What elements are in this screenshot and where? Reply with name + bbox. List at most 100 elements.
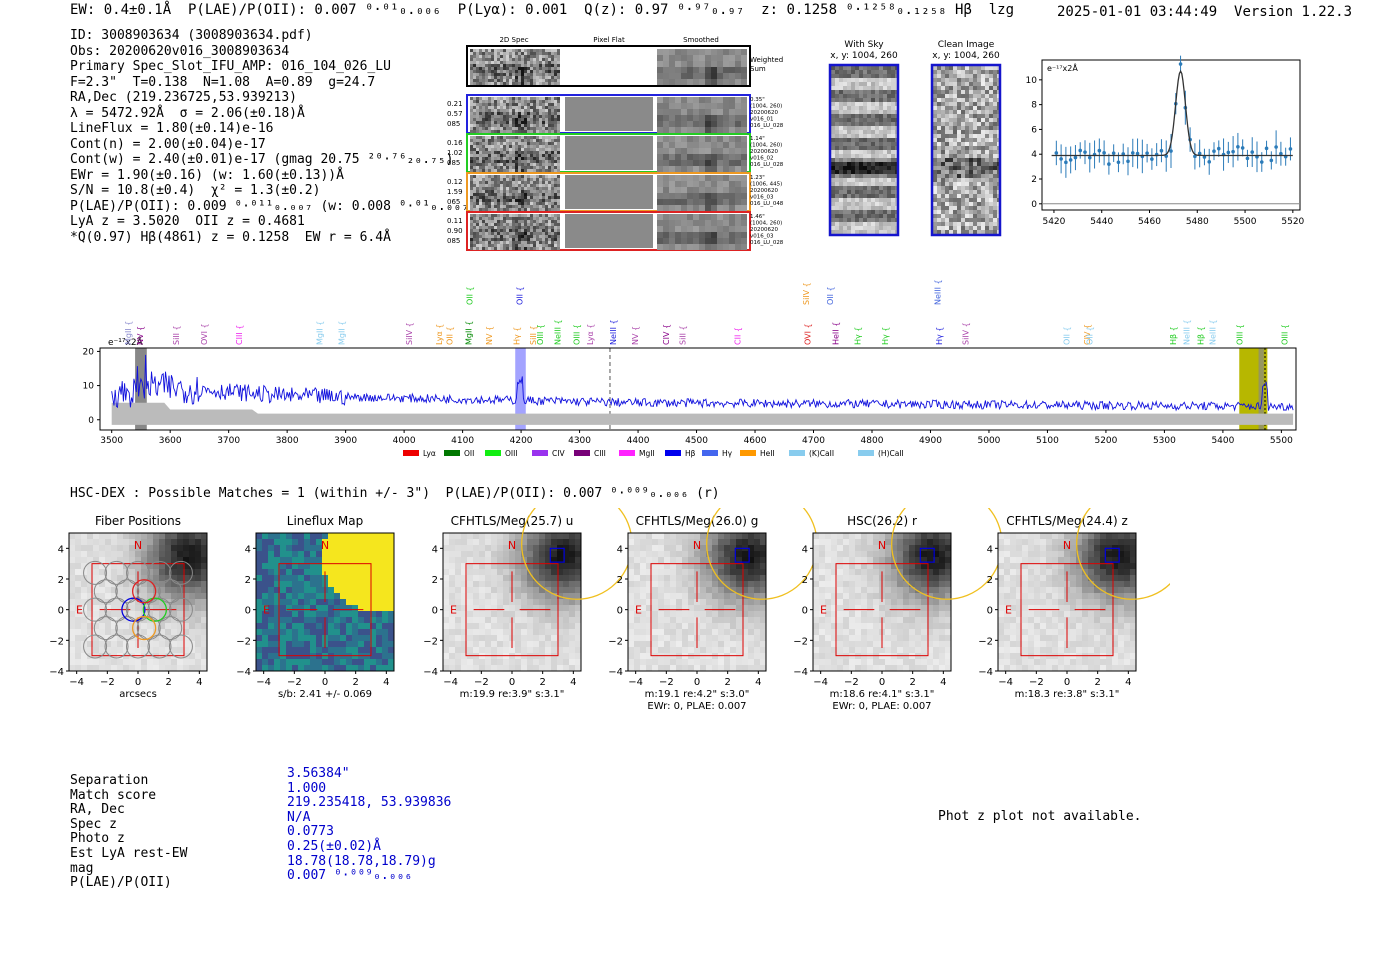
east-marker: E <box>820 604 827 617</box>
legend-label: (K)CaII <box>809 449 834 458</box>
emission-line-label: NeIII { <box>609 319 618 345</box>
zoom-data-point <box>1226 150 1231 155</box>
full-x-tick-label: 5300 <box>1153 436 1176 446</box>
info-line: EWr = 1.90(±0.16) (w: 1.60(±0.13))Å <box>70 167 344 183</box>
catalog-match-box <box>549 547 565 563</box>
fiber-circle <box>83 597 108 622</box>
emission-line-label: CIV { <box>1083 324 1092 345</box>
zoom-y-tick-label: 0 <box>1031 200 1037 210</box>
zoom-x-tick-label: 5420 <box>1042 217 1065 227</box>
full-x-tick-label: 4600 <box>744 436 767 446</box>
fiber-circle-3 <box>131 579 157 604</box>
emission-line-label: NV { <box>136 326 145 345</box>
zoom-y-tick-label: 4 <box>1031 150 1037 160</box>
cutout-row-stat: 065 <box>447 198 460 206</box>
east-marker: E <box>1005 604 1012 617</box>
fiber-circle-2 <box>142 597 168 622</box>
search-box <box>91 563 185 657</box>
cutout-row: 0.12 1.59 065 1.23"(1006, 445)20200620v016_… <box>447 172 784 212</box>
header-timestamp-version: 2025-01-01 03:44:49 Version 1.22.3 <box>1057 4 1352 20</box>
fiber-circle <box>115 579 140 604</box>
fiber-circle <box>168 597 193 622</box>
fiber-circle <box>83 634 108 659</box>
emission-line-label: MgII { <box>124 321 133 345</box>
zoom-y-tick-label: 10 <box>1026 76 1038 86</box>
east-marker: E <box>263 604 270 617</box>
stamp-caption: s/b: 2.41 +/- 0.069 <box>278 689 372 700</box>
stamp-x-tick-label: 0 <box>694 677 700 688</box>
legend-swatch <box>403 450 419 456</box>
stamp-y-tick-label: −2 <box>423 636 438 647</box>
stamp-caption: m:18.6 re:4.1" s:3.1" <box>830 689 935 700</box>
info-line: RA,Dec (219.236725,53.939213) <box>70 90 297 105</box>
stamp-title: Fiber Positions <box>95 514 181 528</box>
pixel-flat-image <box>565 214 653 248</box>
full-x-tick-label: 4400 <box>627 436 650 446</box>
stamp-x-tick-label: −2 <box>287 677 302 688</box>
oii-band <box>515 348 526 430</box>
match-table-value: 3.56384" <box>287 766 350 781</box>
catalog-aperture <box>1076 508 1170 600</box>
stamp-y-tick-label: 2 <box>802 575 808 586</box>
emission-line-label: SiII { <box>529 325 538 345</box>
full-y-label: e⁻¹⁷x2Å <box>108 336 144 348</box>
stamp-y-tick-label: −2 <box>236 636 251 647</box>
legend-label: HeII <box>760 449 775 458</box>
stamp-y-tick-label: 4 <box>245 544 251 555</box>
stamp-y-tick-label: 0 <box>245 606 251 617</box>
zoom-data-point <box>1135 151 1140 156</box>
emission-line-label: SiII { <box>172 325 181 345</box>
match-table-value: 219.235418, 53.939836 <box>287 795 452 811</box>
north-marker: N <box>878 539 886 552</box>
zoom-data-point <box>1159 148 1164 153</box>
search-box <box>835 563 929 657</box>
zoom-data-point <box>1279 151 1283 156</box>
hsc-dex-title: HSC-DEX : Possible Matches = 1 (within +… <box>70 486 720 501</box>
emission-line-label: MgII { <box>338 321 347 345</box>
cutout-row-meta: (1004, 260) <box>750 143 782 149</box>
fiber-circle <box>126 634 150 659</box>
legend-swatch <box>858 450 874 456</box>
sky-panel-subtitle: x, y: 1004, 260 <box>932 51 1000 61</box>
info-line: LyA z = 3.5020 OII z = 0.4681 <box>70 214 305 229</box>
cutout-row-meta: (1006, 445) <box>750 182 782 188</box>
emission-line-label: SiIV { <box>802 282 811 305</box>
stamp-y-tick-label: 2 <box>245 575 251 586</box>
emission-line-label: Hγ { <box>512 327 521 345</box>
emission-line-label: OII { <box>515 286 524 305</box>
search-box <box>278 563 372 657</box>
info-line: Cont(n) = 2.00(±0.04)e-17 <box>70 136 266 152</box>
zoom-data-point <box>1245 156 1250 161</box>
stamp-x-tick-label: 4 <box>1125 677 1131 688</box>
full-y-tick-label: 20 <box>83 347 95 357</box>
legend-label: Hγ <box>722 449 733 458</box>
full-x-tick-label: 3900 <box>334 436 357 446</box>
search-box <box>465 563 559 657</box>
emission-line-label: Hγ { <box>853 327 862 345</box>
cutout-column-title: Smoothed <box>683 36 719 44</box>
emission-line-label: OIII { <box>1280 324 1289 345</box>
zoom-data-point <box>1150 157 1154 161</box>
info-line: F=2.3" T=0.138 N=1.08 A=0.89 g=24.7 <box>70 74 376 90</box>
stamp-y-tick-label: 2 <box>987 575 993 586</box>
east-marker: E <box>76 604 83 617</box>
stamp-x-tick-label: 0 <box>509 677 515 688</box>
legend-swatch <box>665 450 681 456</box>
zoom-data-point <box>1078 148 1083 153</box>
zoom-data-point <box>1231 149 1235 154</box>
zoom-data-point <box>1111 151 1116 155</box>
fiber-circle <box>158 616 183 641</box>
legend-swatch <box>740 450 756 456</box>
emission-line-label: CIV { <box>662 324 671 345</box>
north-marker: N <box>321 539 329 552</box>
cutout-row-meta: 0.35" <box>750 97 765 103</box>
zoom-data-point <box>1269 158 1274 163</box>
version: Version 1.22.3 <box>1234 4 1353 20</box>
sky-panel-subtitle: x, y: 1004, 260 <box>830 51 898 61</box>
catalog-match-box <box>734 547 750 563</box>
match-table-label: Separation <box>70 773 149 788</box>
fiber-circle <box>168 634 193 659</box>
emission-line-label: NeIII { <box>1208 319 1217 345</box>
stamp-x-tick-label: 2 <box>539 677 545 688</box>
cutout-row: 0.16 1.02 085 1.14"(1004, 260)20200620v016_… <box>447 133 784 173</box>
